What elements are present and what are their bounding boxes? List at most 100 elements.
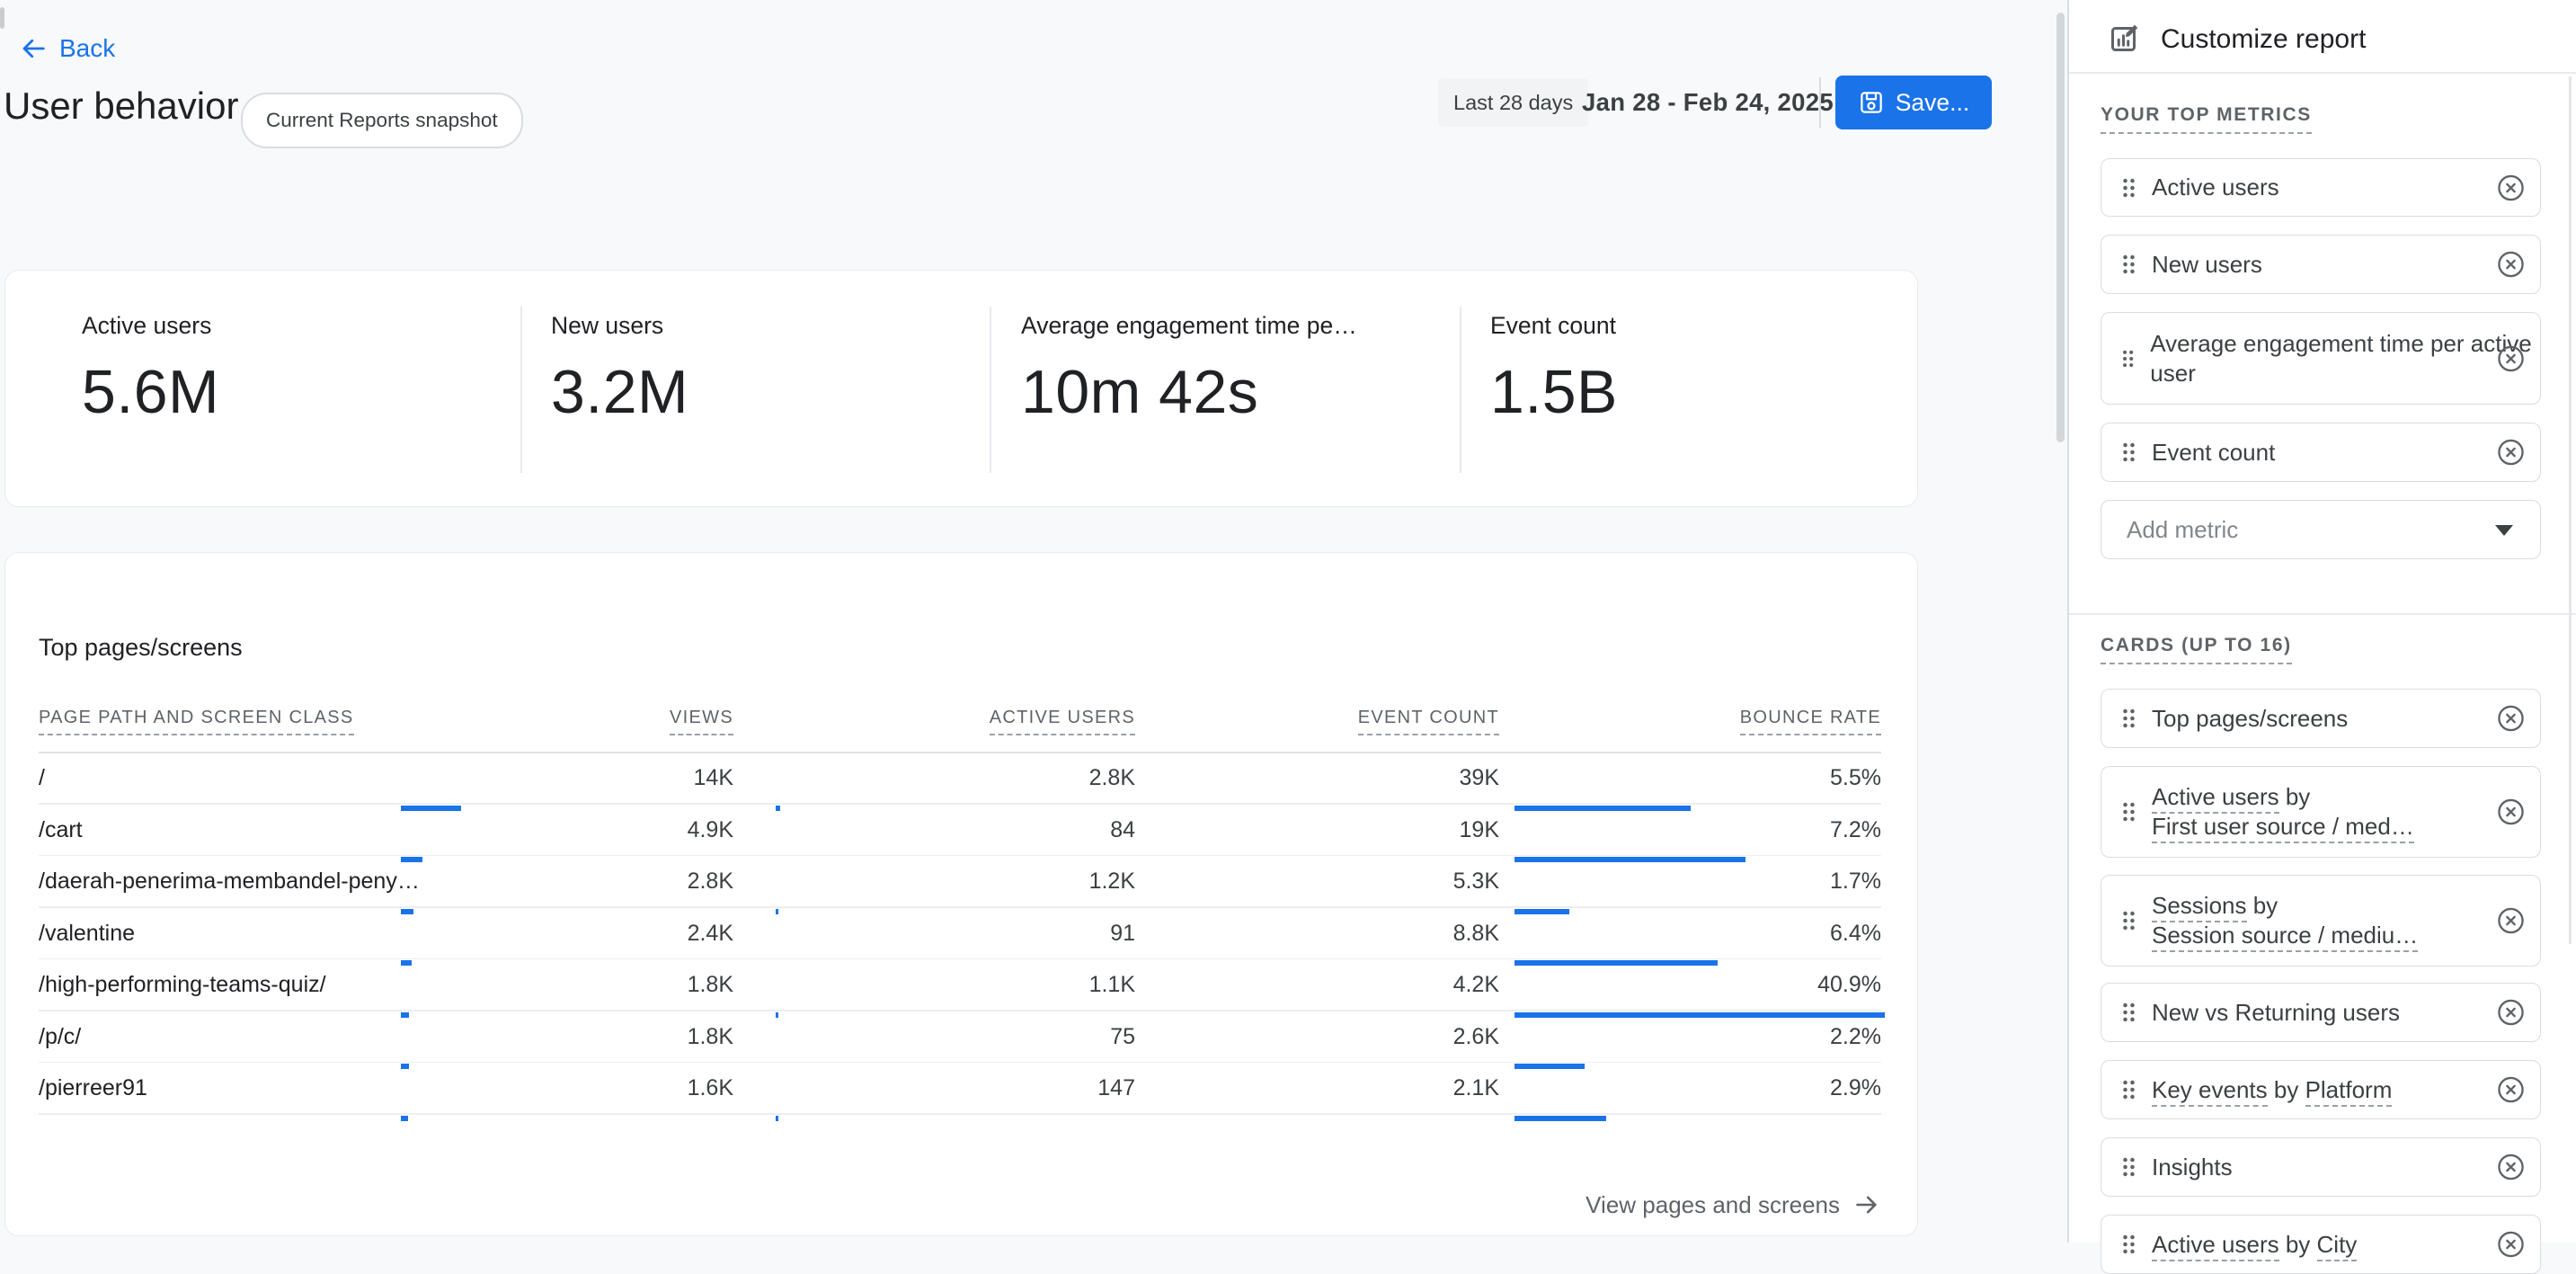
remove-icon[interactable]: [2496, 250, 2526, 280]
add-metric-dropdown[interactable]: Add metric: [2101, 500, 2541, 559]
cell-views: 1.8K: [401, 1011, 733, 1064]
date-range-preset-badge[interactable]: Last 28 days: [1438, 78, 1588, 127]
drag-handle-icon[interactable]: [2121, 347, 2135, 370]
metric-value: 1.5B: [1490, 357, 1618, 427]
card-item[interactable]: Sessions bySession source / mediu…: [2101, 875, 2541, 967]
column-header-views: VIEWS: [401, 708, 733, 735]
cell-active: 84: [803, 805, 1135, 857]
cell-page-path: /valentine: [39, 908, 135, 960]
remove-icon[interactable]: [2496, 1075, 2526, 1105]
metric-item[interactable]: Event count: [2101, 423, 2541, 482]
metric-label: New users: [551, 312, 663, 340]
save-button[interactable]: Save...: [1835, 76, 1992, 129]
remove-icon[interactable]: [2496, 797, 2526, 827]
column-header-active: ACTIVE USERS: [803, 708, 1135, 735]
drag-handle-icon[interactable]: [2121, 800, 2136, 824]
cell-page-path: /daerah-penerima-membandel-peny…: [39, 856, 420, 908]
column-header-path: PAGE PATH AND SCREEN CLASS: [39, 708, 354, 735]
cell-active: 147: [803, 1063, 1135, 1115]
remove-icon[interactable]: [2496, 1230, 2526, 1260]
cell-active: 75: [803, 1011, 1135, 1064]
remove-icon[interactable]: [2496, 173, 2526, 202]
metric-label: Active users: [82, 312, 211, 340]
table-row: /cart4.9K8419K7.2%: [5, 805, 1919, 857]
main-scrollbar-thumb[interactable]: [2056, 13, 2065, 442]
column-header-bounce: BOUNCE RATE: [1549, 708, 1881, 735]
card-item[interactable]: Key events by Platform: [2101, 1060, 2541, 1119]
report-context-chip: Current Reports snapshot: [241, 93, 523, 148]
metric-item-label: Average engagement time per active user: [2150, 329, 2540, 388]
add-metric-placeholder: Add metric: [2127, 516, 2238, 544]
back-button[interactable]: Back: [20, 34, 115, 63]
metric-value: 3.2M: [551, 357, 688, 427]
drag-handle-icon[interactable]: [2121, 176, 2136, 200]
drag-handle-icon[interactable]: [2121, 253, 2136, 276]
cell-views: 2.8K: [401, 856, 733, 908]
drag-handle-icon[interactable]: [2121, 707, 2136, 730]
metric-divider: [1460, 307, 1461, 473]
panel-divider: [2069, 72, 2576, 74]
remove-icon[interactable]: [2496, 343, 2526, 373]
cell-event: 8.8K: [1167, 908, 1499, 960]
drag-handle-icon[interactable]: [2121, 1078, 2136, 1101]
drag-handle-icon[interactable]: [2121, 1001, 2136, 1024]
cell-bounce: 5.5%: [1549, 753, 1881, 805]
column-header-event: EVENT COUNT: [1167, 708, 1499, 735]
metric-item[interactable]: New users: [2101, 235, 2541, 294]
metrics-section-header: YOUR TOP METRICS: [2101, 104, 2312, 134]
chevron-down-icon: [2495, 525, 2513, 536]
table-row: /daerah-penerima-membandel-peny…2.8K 1.2K…: [5, 856, 1919, 908]
drag-handle-icon[interactable]: [2121, 441, 2136, 464]
customize-report-icon: [2109, 22, 2141, 54]
table-row: /high-performing-teams-quiz/1.8K1.1K4.2K…: [5, 959, 1919, 1011]
drag-handle-icon[interactable]: [2121, 1155, 2136, 1179]
cell-event: 2.6K: [1167, 1011, 1499, 1064]
metric-label: Average engagement time pe…: [1021, 312, 1357, 340]
metric-item-label: Event count: [2152, 438, 2275, 468]
card-item[interactable]: Active users by City: [2101, 1215, 2541, 1274]
sidebar-scrollbar[interactable]: [2569, 76, 2572, 944]
metric-item[interactable]: Active users: [2101, 158, 2541, 217]
drag-handle-icon[interactable]: [2121, 909, 2136, 932]
cell-event: 2.1K: [1167, 1063, 1499, 1115]
arrow-right-icon: [1854, 1192, 1879, 1217]
cell-page-path: /pierreer91: [39, 1063, 147, 1115]
card-item[interactable]: Top pages/screens: [2101, 689, 2541, 748]
header-divider: [1819, 77, 1821, 128]
cell-bounce: 6.4%: [1549, 908, 1881, 960]
back-arrow-icon: [20, 35, 47, 62]
remove-icon[interactable]: [2496, 438, 2526, 468]
cell-bounce: 1.7%: [1549, 856, 1881, 908]
cell-active: 2.8K: [803, 753, 1135, 805]
customize-report-panel: Customize report YOUR TOP METRICS Active…: [2067, 0, 2576, 1243]
card-item[interactable]: Insights: [2101, 1137, 2541, 1197]
cell-event: 19K: [1167, 805, 1499, 857]
table-row: /valentine2.4K918.8K6.4%: [5, 908, 1919, 960]
card-item[interactable]: Active users byFirst user source / med…: [2101, 766, 2541, 858]
table-row: /p/c/1.8K752.6K2.2%: [5, 1011, 1919, 1064]
cell-views: 1.6K: [401, 1063, 733, 1115]
date-range-value[interactable]: Jan 28 - Feb 24, 2025: [1582, 78, 1834, 127]
panel-title: Customize report: [2161, 24, 2366, 55]
edge-scrollbar-nub[interactable]: [0, 7, 4, 29]
metric-value: 5.6M: [82, 357, 219, 427]
views-bar: [401, 1116, 408, 1121]
cell-views: 1.8K: [401, 959, 733, 1011]
row-separator: [39, 1113, 1881, 1115]
remove-icon[interactable]: [2496, 998, 2526, 1028]
remove-icon[interactable]: [2496, 1153, 2526, 1182]
drag-handle-icon[interactable]: [2121, 1233, 2136, 1256]
section-divider: [2069, 613, 2576, 615]
remove-icon[interactable]: [2496, 704, 2526, 734]
metric-item-label: Active users: [2152, 173, 2279, 202]
metric-divider: [520, 307, 522, 473]
cell-views: 2.4K: [401, 908, 733, 960]
bounce-bar: [1515, 1116, 1606, 1121]
remove-icon[interactable]: [2496, 906, 2526, 936]
card-item[interactable]: New vs Returning users: [2101, 983, 2541, 1042]
metric-item[interactable]: Average engagement time per active user: [2101, 312, 2541, 405]
page-title: User behavior: [4, 85, 238, 128]
view-pages-link[interactable]: View pages and screens: [1586, 1185, 1879, 1225]
cell-active: 1.1K: [803, 959, 1135, 1011]
cell-active: 1.2K: [803, 856, 1135, 908]
